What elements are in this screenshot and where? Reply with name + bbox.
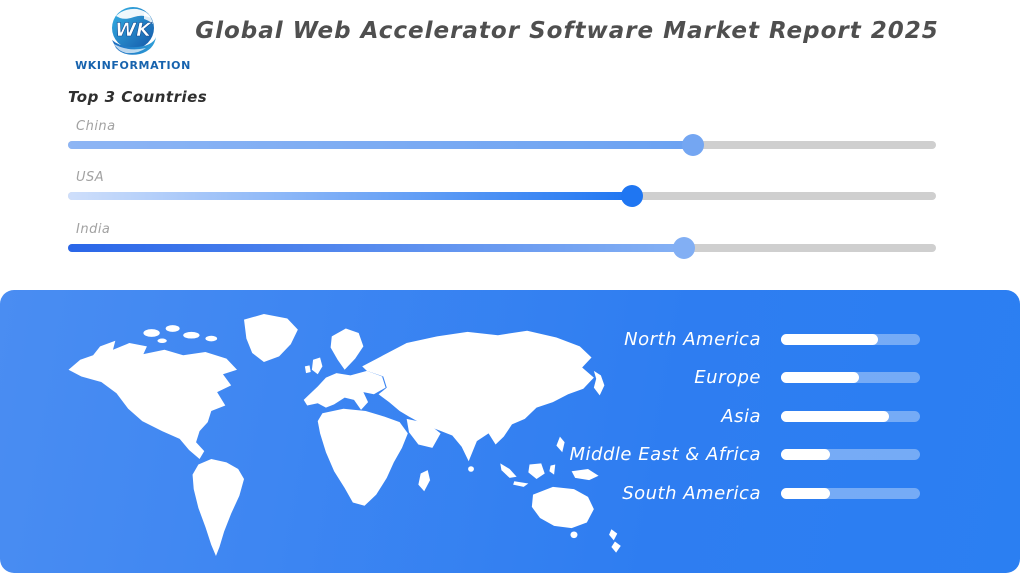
- region-row-asia: Asia: [570, 403, 920, 429]
- region-row-south-america: South America: [570, 480, 920, 506]
- continent-europe: [303, 370, 386, 410]
- arctic-island: [143, 329, 160, 337]
- scandinavia: [330, 328, 364, 370]
- region-bar-fill-middle-east-africa: [781, 449, 830, 460]
- region-bar-fill-asia: [781, 410, 890, 422]
- country-slider-track-usa[interactable]: [68, 185, 936, 207]
- region-bar-track-europe: [781, 372, 920, 383]
- region-bar-track-asia: [781, 410, 920, 422]
- region-label-middle-east-africa: Middle East & Africa: [569, 444, 761, 465]
- region-bar-track-north-america: [781, 333, 920, 345]
- continent-south-america: [192, 458, 245, 556]
- region-bar-fill-europe: [781, 372, 859, 383]
- world-map: [68, 314, 621, 556]
- region-label-north-america: North America: [624, 328, 761, 350]
- region-label-asia: Asia: [721, 405, 761, 427]
- logo-wordmark: WKINFORMATION: [75, 59, 191, 72]
- country-slider-track-india[interactable]: [68, 237, 936, 259]
- country-label-china: China: [76, 119, 116, 134]
- region-row-north-america: North America: [570, 326, 920, 352]
- british-isles: [311, 357, 323, 375]
- region-bar-fill-south-america: [781, 487, 830, 499]
- new-zealand: [611, 541, 621, 553]
- region-label-south-america: South America: [622, 482, 761, 504]
- country-label-india: India: [76, 222, 111, 237]
- country-slider-fill-usa: [68, 192, 633, 200]
- region-row-middle-east-africa: Middle East & Africa: [570, 442, 920, 468]
- tasmania: [570, 531, 578, 539]
- svg-text:WK: WK: [115, 19, 152, 41]
- sulawesi: [549, 464, 556, 475]
- japan: [593, 370, 605, 396]
- region-row-europe: Europe: [570, 365, 920, 391]
- country-slider-china: China: [68, 119, 936, 156]
- greenland: [244, 314, 298, 362]
- arctic-island: [157, 338, 167, 344]
- new-guinea: [571, 469, 599, 481]
- java: [513, 481, 529, 487]
- region-bar-track-middle-east-africa: [781, 449, 920, 460]
- arctic-island: [183, 331, 200, 339]
- country-slider-track-china[interactable]: [68, 134, 936, 156]
- region-bar-fill-north-america: [781, 333, 879, 345]
- continent-australia: [531, 486, 594, 529]
- new-zealand: [609, 529, 618, 541]
- arctic-island: [205, 335, 218, 342]
- region-label-europe: Europe: [694, 367, 761, 388]
- logo-globe-icon: WK: [112, 7, 156, 55]
- continent-north-america: [68, 340, 238, 459]
- philippines: [556, 436, 565, 453]
- country-slider-india: India: [68, 222, 936, 259]
- british-isles: [304, 365, 311, 374]
- page-title: Global Web Accelerator Software Market R…: [195, 18, 939, 44]
- arctic-island: [165, 325, 180, 332]
- borneo: [528, 463, 545, 480]
- sri-lanka: [468, 466, 474, 472]
- region-bars: North America Europe Asia Middle East & …: [570, 326, 920, 506]
- country-slider-usa: USA: [68, 170, 936, 207]
- country-slider-knob-india[interactable]: [673, 237, 696, 259]
- country-label-usa: USA: [76, 170, 105, 185]
- sumatra: [500, 463, 517, 478]
- region-bar-track-south-america: [781, 487, 920, 499]
- continent-africa: [317, 408, 408, 506]
- country-slider-fill-india: [68, 244, 685, 252]
- world-map-panel: North America Europe Asia Middle East & …: [0, 290, 1020, 573]
- country-slider-knob-usa[interactable]: [621, 185, 644, 207]
- arabian-peninsula: [406, 418, 441, 448]
- logo: WK WKINFORMATION: [68, 4, 198, 72]
- country-slider-fill-china: [68, 141, 693, 149]
- top-countries-heading: Top 3 Countries: [68, 88, 208, 106]
- continent-asia: [362, 330, 594, 462]
- country-slider-knob-china[interactable]: [681, 134, 704, 156]
- madagascar: [418, 470, 431, 492]
